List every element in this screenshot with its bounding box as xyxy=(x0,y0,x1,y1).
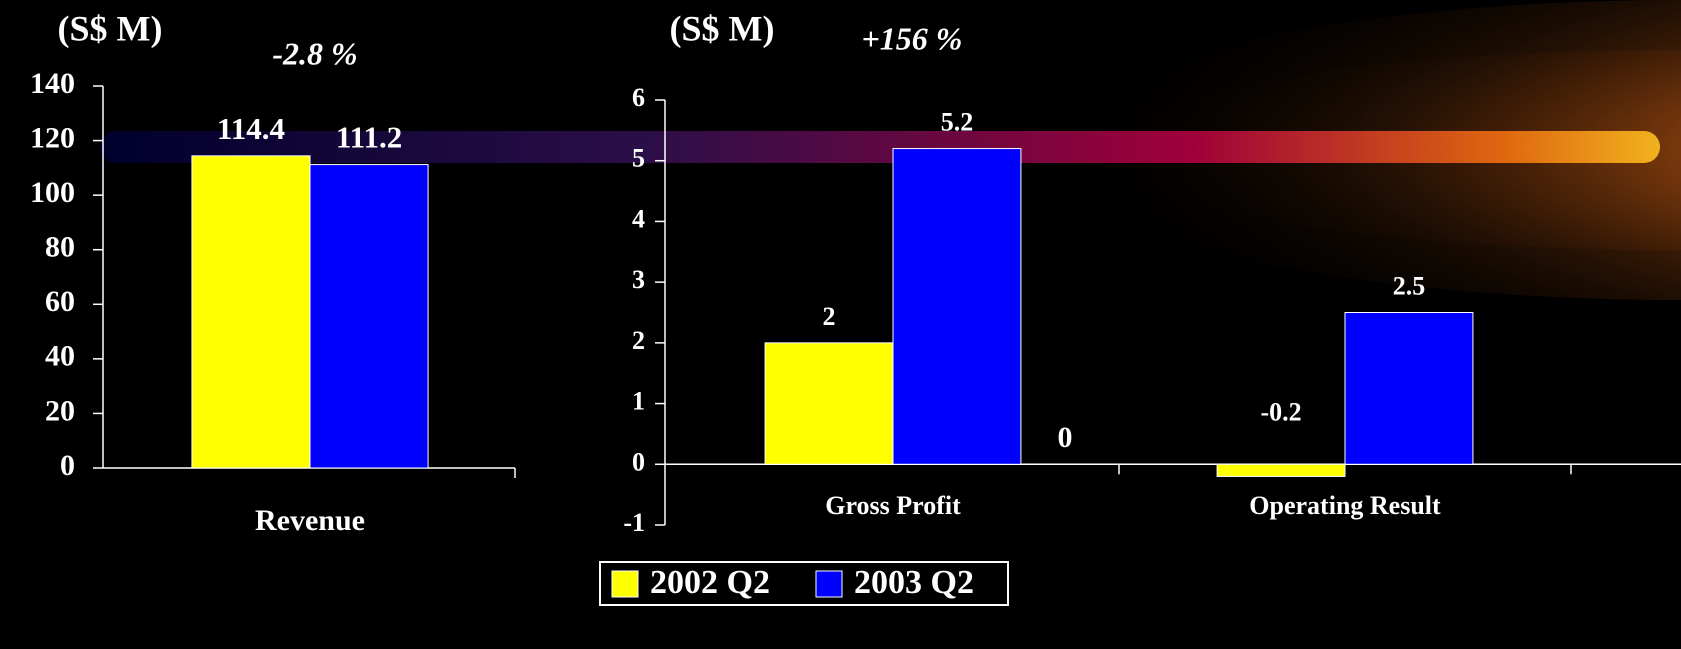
annotation: 0 xyxy=(1058,421,1073,454)
y-tick-label: 80 xyxy=(45,231,75,264)
bar xyxy=(309,164,429,469)
bar xyxy=(892,148,1022,465)
y-tick-label: 3 xyxy=(632,265,645,294)
data-label: 5.2 xyxy=(941,108,974,137)
legend-swatch xyxy=(611,570,639,598)
y-tick-label: 4 xyxy=(632,204,645,233)
legend-label: 2003 Q2 xyxy=(854,564,974,601)
y-axis-unit: (S$ M) xyxy=(670,8,775,48)
y-tick-label: 60 xyxy=(45,285,75,318)
y-axis-unit: (S$ M) xyxy=(58,8,163,48)
annotation: +156 % xyxy=(862,20,963,56)
y-tick-label: -1 xyxy=(623,508,645,537)
y-tick-label: 140 xyxy=(30,67,75,100)
data-label: 2.5 xyxy=(1393,271,1426,300)
x-tick-label: Revenue xyxy=(255,504,365,537)
legend-label: 2002 Q2 xyxy=(650,564,770,601)
bar xyxy=(764,342,894,465)
x-tick-label: Operating Result xyxy=(1249,491,1441,520)
annotation: -2.8 % xyxy=(272,35,357,71)
y-tick-label: 1 xyxy=(632,387,645,416)
y-tick-label: 2 xyxy=(632,326,645,355)
background-decoration xyxy=(100,0,1681,300)
y-tick-label: 100 xyxy=(30,176,75,209)
y-tick-label: 120 xyxy=(30,121,75,154)
y-tick-label: 6 xyxy=(632,83,645,112)
data-label: -0.2 xyxy=(1260,397,1301,426)
y-tick-label: 5 xyxy=(632,144,645,173)
legend-box xyxy=(599,561,1009,606)
y-tick-label: 0 xyxy=(632,447,645,476)
y-tick-label: 0 xyxy=(60,449,75,482)
y-tick-label: 20 xyxy=(45,394,75,427)
bar xyxy=(1344,312,1474,465)
data-label: 114.4 xyxy=(217,111,285,146)
bar xyxy=(1216,463,1346,477)
x-tick-label: Gross Profit xyxy=(825,491,961,520)
data-label: 2 xyxy=(823,302,836,331)
legend-swatch xyxy=(815,570,843,598)
data-label: 111.2 xyxy=(336,120,402,155)
bar xyxy=(191,155,311,469)
y-tick-label: 40 xyxy=(45,340,75,373)
